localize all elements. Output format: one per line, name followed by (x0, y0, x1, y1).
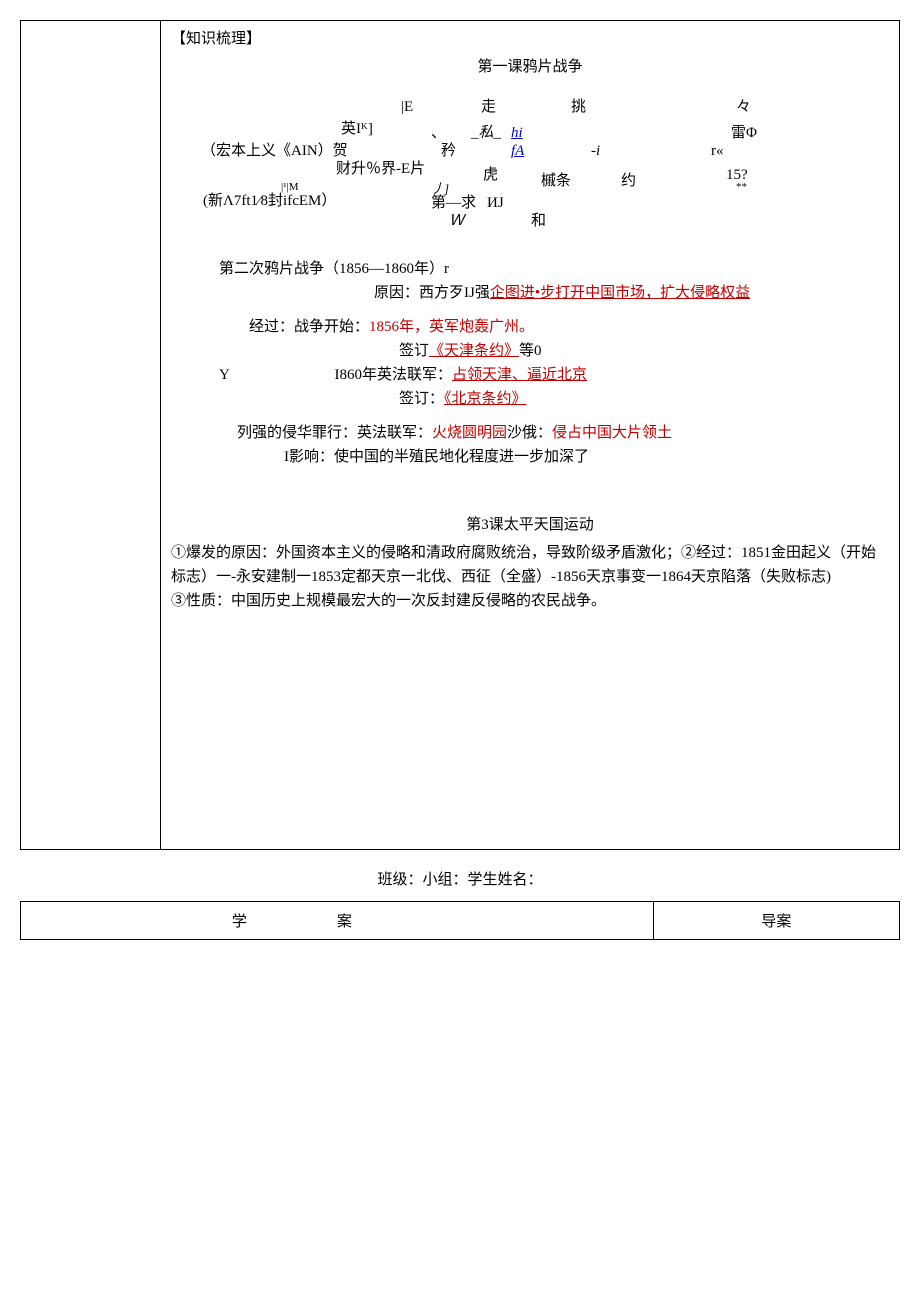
garbled-text: 矜 (441, 139, 456, 163)
lesson2-block: 第二次鸦片战争（1856—1860年）r 原因：西方歹IJ强企图进•步打开中国市… (171, 257, 889, 469)
garbled-text: Ｗ (449, 209, 464, 233)
garbled-text: ** (736, 179, 747, 197)
text-y: Y (219, 363, 249, 387)
text-highlight: 火烧圆明园 (432, 425, 507, 441)
garbled-text: fA (511, 139, 524, 163)
garbled-text: 财升％界-E片 (336, 157, 425, 181)
main-content-table: 【知识梳理】 第一课鸦片战争 |E 走 挑 々 英Iᴷ] 、 _私_ hi 雷Φ… (20, 20, 900, 850)
text: 等0 (519, 343, 542, 359)
knowledge-label: 【知识梳理】 (171, 27, 889, 51)
lesson3-p2: ③性质：中国历史上规模最宏大的一次反封建反侵略的农民战争。 (171, 589, 889, 613)
lesson1-title: 第一课鸦片战争 (171, 55, 889, 79)
blank-space (171, 613, 889, 843)
text: 经过：战争开始： (249, 319, 369, 335)
garbled-text: 雷Φ (731, 121, 757, 145)
garbled-text: 约 (621, 169, 636, 193)
text: I860年英法联军： (335, 367, 453, 383)
text-highlight: 占领天津、逼近北京 (452, 367, 587, 383)
garbled-text: （宏本上义《AIN）贺 (201, 139, 348, 163)
footer-col1: 学案 (21, 902, 654, 940)
lesson2-tianjin: 签订《天津条约》等0 (219, 339, 889, 363)
garbled-text: 英Iᴷ] (341, 117, 373, 141)
text: 沙俄： (507, 425, 552, 441)
garbled-text: (新Λ7ft1⁄8封ifcEM） (203, 189, 336, 213)
lesson2-title: 第二次鸦片战争（1856—1860年）r (219, 257, 889, 281)
lesson2-process-start: 经过：战争开始：1856年，英军炮轰广州。 (219, 315, 889, 339)
garbled-text: -i (591, 139, 600, 163)
garbled-text: 走 (481, 95, 496, 119)
text: 签订： (399, 391, 444, 407)
garbled-text: 虎 (483, 163, 498, 187)
lesson2-impact: I影响：使中国的半殖民地化程度进一步加深了 (219, 445, 889, 469)
text: 签订 (399, 343, 429, 359)
text-highlight: 企图进•步打开中国市场，扩大侵略权益 (490, 285, 750, 301)
lesson2-1860: Y I860年英法联军：占领天津、逼近北京 (219, 363, 889, 387)
garbled-text: 和 (531, 209, 546, 233)
text-highlight: 侵占中国大片领土 (552, 425, 672, 441)
garbled-text: 槭条 (541, 169, 571, 193)
garbled-diagram-block: |E 走 挑 々 英Iᴷ] 、 _私_ hi 雷Φ （宏本上义《AIN）贺 矜 … (171, 83, 889, 233)
footer-table: 学案 导案 (20, 901, 900, 940)
lesson3-title: 第3课太平天国运动 (171, 513, 889, 537)
lesson2-crimes: 列强的侵华罪行：英法联军：火烧圆明园沙俄：侵占中国大片领土 (219, 421, 889, 445)
text: 列强的侵华罪行：英法联军： (237, 425, 432, 441)
lesson3-p1: ①爆发的原因：外国资本主义的侵略和清政府腐败统治，导致阶级矛盾激化；②经过：18… (171, 541, 889, 589)
class-info-line: 班级：小组：学生姓名： (20, 868, 900, 889)
garbled-text: 々 (736, 95, 751, 119)
text: 原因：西方歹IJ强 (374, 285, 490, 301)
lesson2-reason: 原因：西方歹IJ强企图进•步打开中国市场，扩大侵略权益 (219, 281, 889, 305)
garbled-text: _私_ (471, 121, 501, 145)
garbled-text: 挑 (571, 95, 586, 119)
garbled-text: hi (511, 121, 641, 145)
garbled-text: r« (711, 139, 724, 163)
garbled-text: |E (401, 95, 413, 119)
content-cell: 【知识梳理】 第一课鸦片战争 |E 走 挑 々 英Iᴷ] 、 _私_ hi 雷Φ… (161, 21, 900, 850)
footer-col2: 导案 (653, 902, 899, 940)
left-empty-cell (21, 21, 161, 850)
garbled-text: ИЈ (487, 191, 504, 215)
lesson2-beijing: 签订：《北京条约》 (219, 387, 889, 411)
text-highlight: 《天津条约》 (429, 343, 519, 359)
text-highlight: 《北京条约》 (444, 391, 527, 407)
text-highlight: 1856年，英军炮轰广州。 (369, 319, 534, 335)
